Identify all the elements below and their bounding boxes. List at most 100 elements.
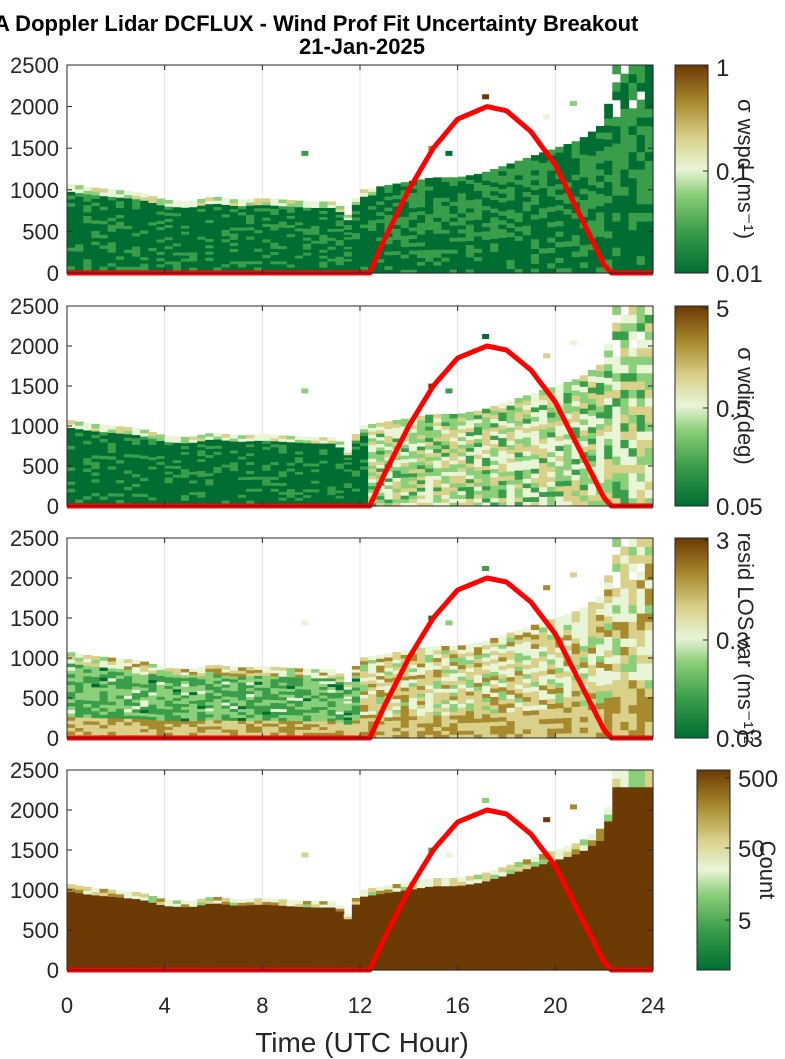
heatmap-cell — [522, 399, 532, 406]
heatmap-cell — [286, 263, 296, 268]
heatmap-cell — [156, 207, 166, 212]
heatmap-cell — [433, 490, 442, 496]
heatmap-cell — [425, 483, 434, 488]
heatmap-cell — [140, 239, 149, 244]
heatmap-cell — [107, 724, 117, 729]
heatmap-cell — [498, 188, 508, 194]
heatmap-cell — [433, 177, 442, 182]
heatmap-cell — [286, 473, 296, 478]
heatmap-cell — [498, 446, 508, 451]
heatmap-cell — [555, 194, 565, 200]
heatmap-cell — [140, 266, 149, 271]
heatmap-cell — [392, 666, 402, 671]
heatmap-cell — [360, 435, 369, 440]
heatmap-cell — [156, 494, 166, 498]
heatmap-cell — [83, 467, 93, 472]
heatmap-cell — [530, 263, 540, 269]
heatmap-cell — [262, 693, 272, 697]
heatmap-cell — [547, 221, 556, 228]
heatmap-cell — [596, 211, 605, 219]
heatmap-cell — [303, 454, 312, 458]
heatmap-cell — [286, 209, 296, 213]
heatmap-cell — [482, 469, 491, 475]
heatmap-cell — [547, 407, 556, 413]
heatmap-cell — [408, 686, 418, 691]
heatmap-cell — [132, 695, 141, 700]
heatmap-cell — [343, 696, 353, 699]
heatmap-cell — [547, 486, 556, 492]
heatmap-cell — [596, 388, 605, 395]
heatmap-cell — [408, 480, 418, 485]
heatmap-cell — [99, 697, 109, 702]
heatmap-cell — [400, 212, 410, 217]
heatmap-cell — [343, 241, 353, 245]
heatmap-cell — [270, 497, 280, 501]
heatmap-cell — [465, 702, 475, 708]
heatmap-cell — [490, 692, 499, 697]
heatmap-cell — [319, 222, 329, 226]
heatmap-cell — [539, 704, 548, 710]
heatmap-cell — [311, 460, 320, 464]
heatmap-cell — [473, 462, 483, 467]
heatmap-cell — [425, 185, 434, 191]
heatmap-cell — [351, 254, 361, 258]
heatmap-cell — [319, 240, 329, 244]
heatmap-cell — [376, 269, 386, 274]
heatmap-cell — [327, 683, 337, 687]
heatmap-cell — [254, 198, 263, 203]
heatmap-cell — [376, 436, 386, 441]
heatmap-cell — [644, 406, 654, 415]
heatmap-cell — [254, 678, 263, 682]
heatmap-cell — [221, 198, 231, 202]
heatmap-cell — [416, 476, 426, 481]
heatmap-cell — [221, 723, 231, 727]
heatmap-cell — [164, 233, 174, 238]
heatmap-cell — [449, 734, 459, 739]
heatmap-cell — [246, 239, 255, 243]
heatmap-cell — [498, 210, 508, 216]
heatmap-cell — [539, 177, 548, 184]
heatmap-cell — [115, 731, 125, 736]
heatmap-cell — [262, 461, 272, 465]
heatmap-cell — [197, 464, 206, 469]
heatmap-cell — [408, 461, 418, 466]
heatmap-cell — [384, 663, 394, 669]
heatmap-cell — [303, 686, 312, 690]
heatmap-cell — [213, 698, 223, 703]
heatmap-cell — [213, 695, 223, 700]
heatmap-cell — [506, 209, 516, 215]
heatmap-cell — [343, 724, 353, 727]
heatmap-cell — [441, 711, 451, 716]
heatmap-cell — [294, 450, 304, 455]
heatmap-cell — [416, 449, 426, 455]
heatmap-cell — [172, 224, 182, 229]
heatmap-cell — [246, 229, 255, 234]
heatmap-cell — [335, 721, 345, 726]
heatmap-cell — [416, 681, 426, 687]
heatmap-cell — [91, 216, 101, 221]
heatmap-cell — [612, 195, 622, 205]
heatmap-cell — [286, 682, 296, 686]
heatmap-cell — [449, 414, 459, 419]
heatmap-cell — [628, 221, 638, 231]
heatmap-cell — [482, 180, 491, 186]
heatmap-cell — [294, 685, 304, 690]
heatmap-cell — [416, 202, 426, 208]
heatmap-cell — [294, 465, 304, 469]
heatmap-cell — [620, 497, 630, 507]
heatmap-cell — [303, 442, 312, 447]
heatmap-cell — [205, 719, 215, 724]
heatmap-cell — [156, 434, 166, 438]
heatmap-cell — [294, 242, 304, 247]
heatmap-cell — [213, 481, 223, 486]
heatmap-cell — [555, 450, 565, 457]
heatmap-cell — [343, 712, 353, 716]
heatmap-cell — [604, 411, 613, 419]
heatmap-cell — [441, 715, 451, 720]
heatmap-cell — [156, 241, 166, 246]
heatmap-cell — [555, 415, 565, 421]
heatmap-cell — [237, 690, 247, 695]
heatmap-cell — [425, 418, 434, 423]
heatmap-cell — [360, 442, 369, 447]
heatmap-cell — [148, 707, 158, 711]
